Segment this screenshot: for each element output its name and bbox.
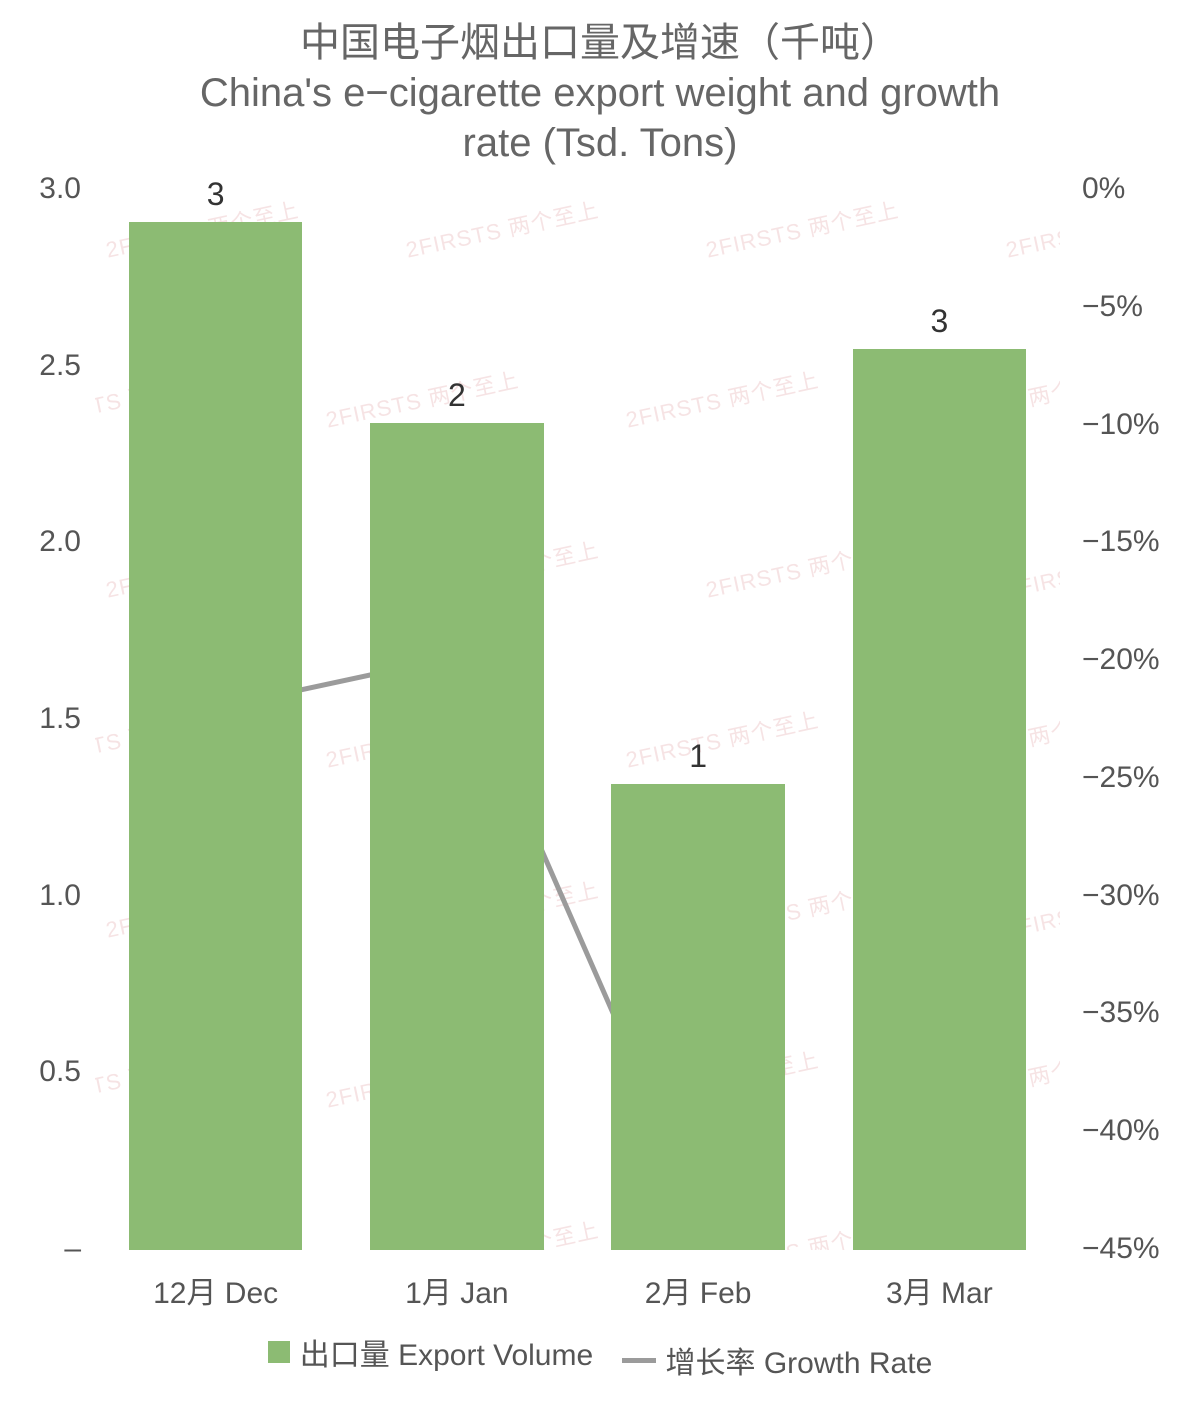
x-tick-label: 12月 Dec <box>153 1268 278 1312</box>
bar <box>611 784 785 1250</box>
bar-value-label: 2 <box>448 377 466 414</box>
y-right-tick: −10% <box>1082 408 1160 442</box>
chart-container: 中国电子烟出口量及增速（千吨） China's e−cigarette expo… <box>0 0 1200 1410</box>
bar-value-label: 1 <box>689 738 707 775</box>
y-right-tick: 0% <box>1082 172 1125 206</box>
y-left-tick: 1.0 <box>39 879 81 913</box>
y-left-tick: 2.0 <box>39 525 81 559</box>
bar-value-label: 3 <box>930 303 948 340</box>
legend-line: 增长率 Growth Rate <box>622 1338 933 1382</box>
title-line-3: rate (Tsd. Tons) <box>0 118 1200 168</box>
y-right-tick: −40% <box>1082 1114 1160 1148</box>
y-right-tick: −45% <box>1082 1232 1160 1266</box>
bar <box>370 423 544 1250</box>
legend-line-label: 增长率 Growth Rate <box>666 1338 933 1382</box>
plot-area: 2FIRSTS 两个至上2FIRSTS 两个至上2FIRSTS 两个至上2FIR… <box>95 190 1060 1250</box>
y-left-tick: – <box>64 1232 81 1266</box>
y-left-tick: 0.5 <box>39 1055 81 1089</box>
y-right-tick: −25% <box>1082 761 1160 795</box>
y-right-tick: −35% <box>1082 996 1160 1030</box>
bar <box>129 222 303 1250</box>
legend-line-swatch <box>622 1358 656 1363</box>
legend-bar: 出口量 Export Volume <box>268 1330 593 1374</box>
y-left-tick: 1.5 <box>39 702 81 736</box>
title-line-1: 中国电子烟出口量及增速（千吨） <box>0 18 1200 68</box>
x-tick-label: 2月 Feb <box>645 1268 752 1312</box>
chart-title: 中国电子烟出口量及增速（千吨） China's e−cigarette expo… <box>0 0 1200 168</box>
bar-value-label: 3 <box>207 176 225 213</box>
bar <box>853 349 1027 1250</box>
legend-bar-swatch <box>268 1341 290 1363</box>
y-right-tick: −15% <box>1082 525 1160 559</box>
y-left-tick: 2.5 <box>39 349 81 383</box>
y-left-tick: 3.0 <box>39 172 81 206</box>
y-right-tick: −5% <box>1082 290 1143 324</box>
legend: 出口量 Export Volume 增长率 Growth Rate <box>0 1330 1200 1383</box>
title-line-2: China's e−cigarette export weight and gr… <box>0 68 1200 118</box>
x-tick-label: 3月 Mar <box>886 1268 993 1312</box>
y-right-tick: −30% <box>1082 879 1160 913</box>
x-tick-label: 1月 Jan <box>405 1268 508 1312</box>
legend-bar-label: 出口量 Export Volume <box>300 1330 593 1374</box>
y-right-tick: −20% <box>1082 643 1160 677</box>
